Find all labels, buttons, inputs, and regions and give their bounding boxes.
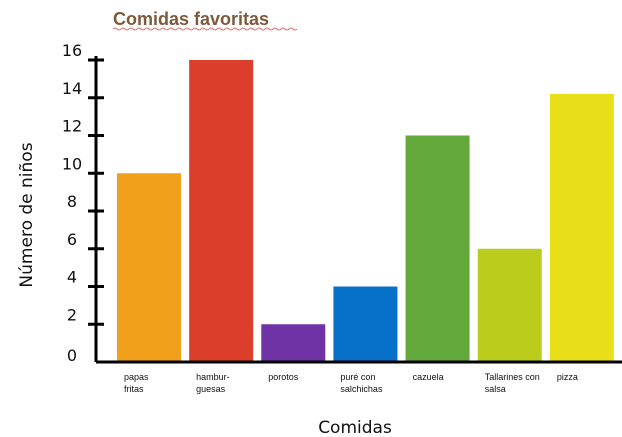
- y-tick-label: 10: [62, 154, 82, 173]
- x-tick-label-line: fritas: [124, 384, 144, 394]
- x-tick-label-line: Tallarines con: [485, 372, 540, 382]
- bar: [117, 173, 181, 362]
- x-tick-label: Tallarines con salsa: [485, 372, 540, 394]
- y-tick-label: 16: [62, 41, 82, 60]
- x-tick-label: porotos: [268, 372, 299, 382]
- x-tick-label-line: porotos: [268, 372, 299, 382]
- x-tick-label-line: salchichas: [340, 384, 383, 394]
- x-tick-label-line: salsa: [485, 384, 506, 394]
- x-tick-label-line: guesas: [196, 384, 226, 394]
- bars: [117, 60, 614, 362]
- chart-title: Comidas favoritas: [113, 9, 269, 29]
- x-tick-label: pizza: [557, 372, 578, 382]
- x-tick-label-line: puré con: [340, 372, 375, 382]
- x-tick-label-line: cazuela: [413, 372, 444, 382]
- x-tick-label: cazuela: [413, 372, 444, 382]
- x-tick-label: puré con salchichas: [340, 372, 383, 394]
- y-tick-label: 8: [67, 192, 77, 211]
- x-tick-label: hambur-guesas: [196, 372, 230, 394]
- y-axis: 0 2 4 6 8 10 12 14 16: [62, 41, 104, 365]
- title-spellcheck-underline: [112, 27, 298, 31]
- bar: [189, 60, 254, 362]
- y-tick-label: 12: [62, 117, 82, 136]
- x-axis-title: Comidas: [318, 418, 392, 437]
- x-tick-label-line: pizza: [557, 372, 578, 382]
- y-tick-label: 2: [67, 305, 77, 324]
- bar: [333, 286, 398, 362]
- bar: [477, 248, 542, 362]
- y-tick-label: 6: [67, 230, 77, 249]
- y-axis-title: Número de niños: [17, 142, 37, 287]
- bar: [405, 135, 470, 362]
- y-tick-label: 14: [62, 79, 82, 98]
- x-tick-label-line: hambur-: [196, 372, 230, 382]
- y-tick-label: 0: [67, 346, 77, 365]
- x-tick-label: papas fritas: [124, 372, 149, 394]
- x-axis: papas fritas hambur-guesas porotos puré con s…: [96, 360, 622, 394]
- x-tick-label-line: papas: [124, 372, 149, 382]
- bar: [549, 93, 614, 362]
- bar: [261, 324, 326, 362]
- y-tick-label: 4: [67, 268, 77, 287]
